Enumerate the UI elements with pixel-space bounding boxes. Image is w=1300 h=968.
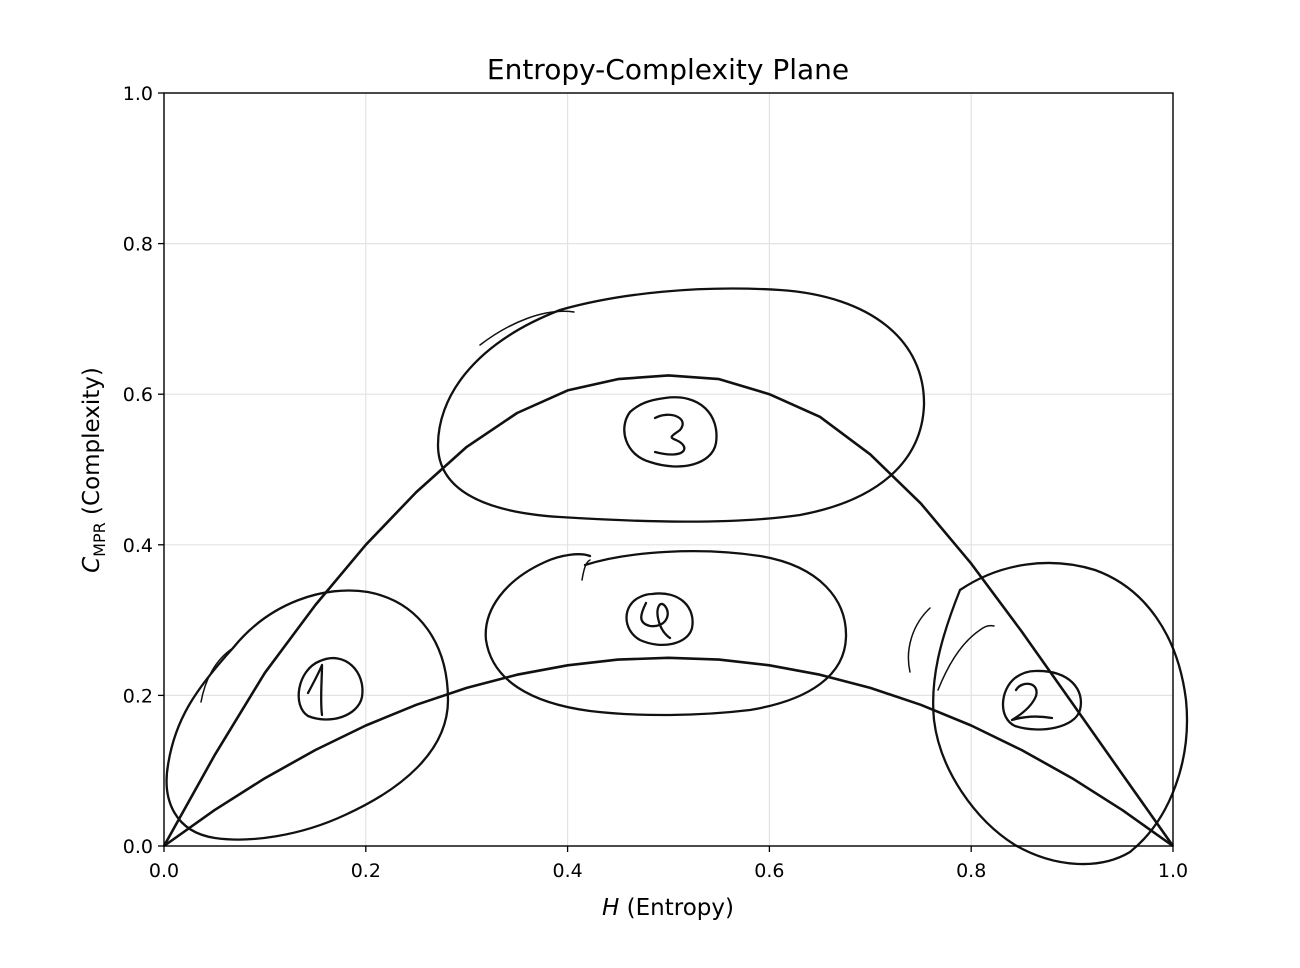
sketch-region-1-loop (165, 589, 450, 841)
y-tick-label: 0.2 (123, 685, 153, 707)
sketch-digit-1 (306, 663, 324, 717)
sketch-digit-4 (640, 601, 672, 640)
series-line-lower-bound (163, 656, 1174, 848)
sketch-region-4-tail (581, 559, 591, 581)
y-tick-label: 1.0 (123, 83, 153, 105)
x-tick-label: 0.0 (149, 860, 179, 882)
sketch-region-3-loop (436, 287, 926, 523)
sketch-circle-1 (297, 656, 364, 721)
x-tick-label: 0.8 (956, 860, 986, 882)
curve-layer (162, 374, 1175, 848)
x-axis-symbol: H (602, 895, 619, 921)
sketch-region-2-inner-stroke (937, 624, 995, 691)
y-tick-label: 0.8 (123, 234, 153, 256)
grid-layer (163, 92, 1174, 847)
y-axis-label: (Complexity) (79, 367, 105, 522)
x-tick-label: 0.2 (351, 860, 381, 882)
sketch-region-1-tail (200, 647, 234, 703)
sketch-digit-3 (653, 413, 686, 456)
sketch-digit-2 (1010, 682, 1054, 722)
chart-title: Entropy-Complexity Plane (487, 53, 849, 86)
x-tick-label: 0.4 (552, 860, 582, 882)
plot-frame (163, 92, 1174, 847)
sketch-circle-3 (623, 396, 718, 468)
x-tick-label: 1.0 (1158, 860, 1188, 882)
sketch-circle-4 (625, 592, 694, 647)
y-tick-label: 0.4 (123, 535, 153, 557)
y-axis-title: CMPR (Complexity) (79, 367, 109, 573)
y-tick-label: 0.0 (123, 836, 153, 858)
sketch-region-4-loop (484, 550, 848, 717)
x-axis-label: (Entropy) (619, 895, 734, 921)
x-tick-label: 0.6 (754, 860, 784, 882)
sketch-region-3-tail (479, 310, 575, 346)
sketch-layer (165, 287, 1189, 866)
sketch-region-2-tail (907, 607, 931, 673)
y-axis-symbol: C (79, 557, 105, 573)
sketch-circle-2 (1001, 669, 1083, 731)
y-tick-label: 0.6 (123, 384, 153, 406)
frame-layer (163, 92, 1174, 847)
tick-layer: 0.0 0.2 0.4 0.6 0.8 1.0 0.0 0.2 0.4 0.6 0.8 1.0 (123, 83, 1188, 882)
y-axis-subscript: MPR (90, 522, 109, 557)
series-line-upper-bound (162, 374, 1175, 847)
x-axis-title: H (Entropy) (602, 895, 734, 921)
sketch-region-2-loop (931, 561, 1189, 866)
